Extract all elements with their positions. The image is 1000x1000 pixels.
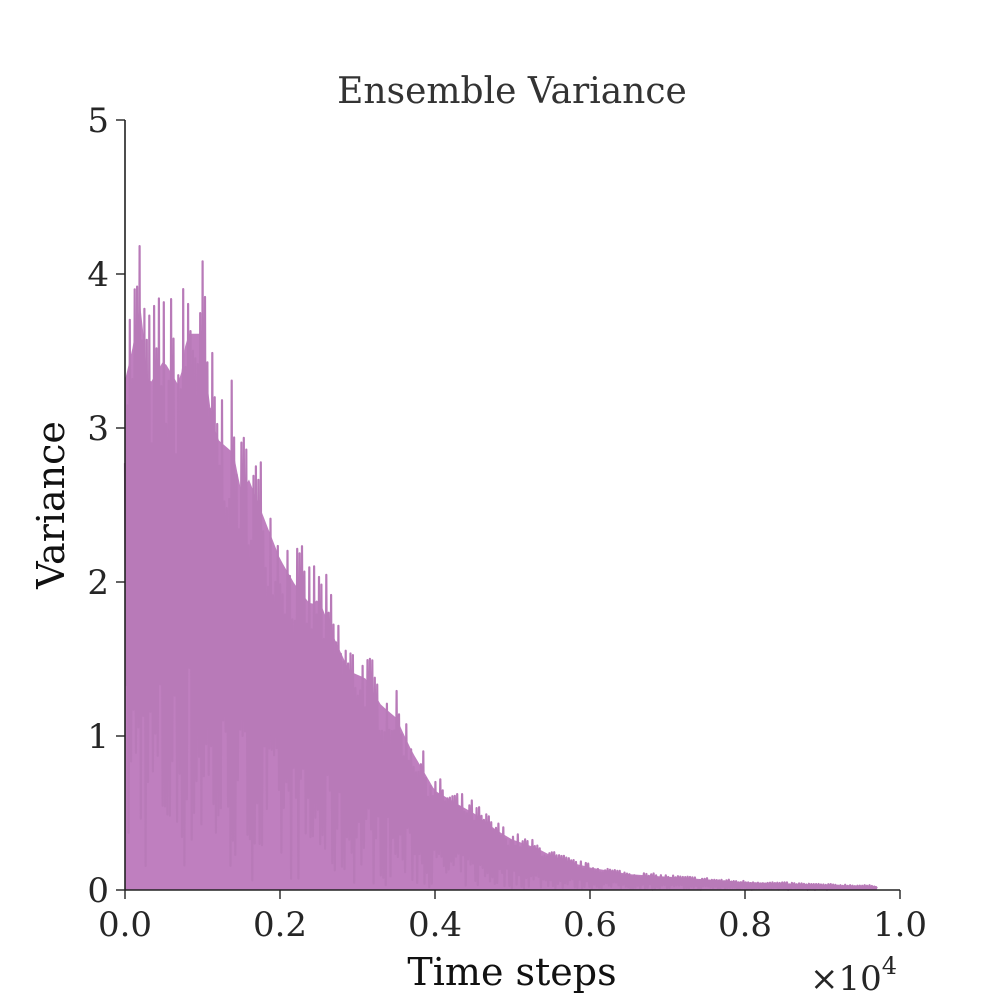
x-axis-multiplier-exponent: 4 (882, 952, 897, 980)
x-tick-label: 0.4 (408, 905, 462, 945)
y-tick-label: 3 (87, 409, 109, 449)
x-tick-label: 1.0 (873, 905, 927, 945)
x-tick-label: 0.8 (718, 905, 772, 945)
y-tick-label: 5 (87, 101, 109, 141)
y-tick-label: 2 (87, 563, 109, 603)
x-axis-label: Time steps (407, 950, 616, 994)
chart-title: Ensemble Variance (337, 71, 687, 112)
y-tick-label: 0 (87, 871, 109, 911)
x-tick-label: 0.0 (98, 905, 152, 945)
series-variance-line (123, 245, 878, 891)
y-axis-label: Variance (29, 421, 73, 590)
x-axis-ticks: 0.0 0.2 0.4 0.6 0.8 1.0 (98, 890, 927, 945)
y-axis-ticks: 0 1 2 3 4 5 (87, 101, 125, 911)
y-tick-label: 1 (87, 717, 109, 757)
x-tick-label: 0.2 (253, 905, 307, 945)
x-axis-multiplier: ×104 (810, 952, 897, 999)
x-tick-label: 0.6 (563, 905, 617, 945)
plot-area (123, 245, 878, 891)
y-tick-label: 4 (87, 255, 109, 295)
